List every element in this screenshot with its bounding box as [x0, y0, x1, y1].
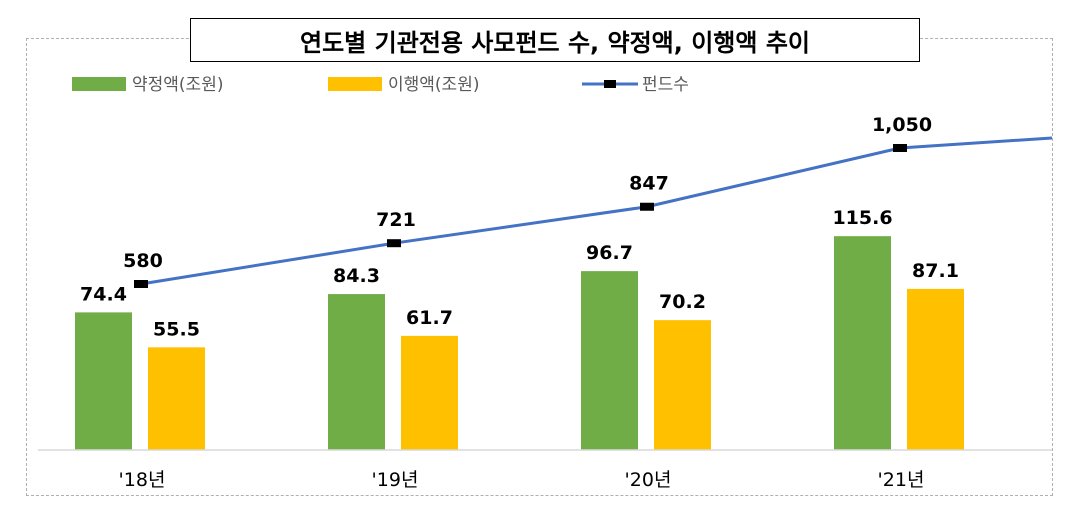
x-tick-label-1: '19년 [372, 469, 419, 491]
legend-label-0: 약정액(조원) [132, 75, 223, 95]
line-marker-3 [893, 144, 907, 152]
bar-execution-0 [148, 347, 205, 450]
bar-commitment-1 [328, 294, 385, 450]
data-label-execution-3: 87.1 [912, 260, 959, 282]
line-data-label-1: 721 [376, 209, 416, 231]
bar-execution-2 [654, 320, 711, 450]
legend-swatch-1 [328, 77, 382, 91]
data-label-commitment-0: 74.4 [80, 283, 127, 305]
line-marker-2 [640, 202, 654, 211]
data-label-execution-1: 61.7 [406, 307, 453, 329]
legend: 약정액(조원) 이행액(조원) 펀드수 [72, 75, 689, 95]
line-marker-1 [387, 239, 401, 248]
legend-label-2: 펀드수 [642, 75, 689, 95]
data-label-execution-0: 55.5 [153, 318, 200, 340]
legend-swatch-0 [72, 77, 126, 91]
x-tick-label-0: '18년 [119, 469, 166, 491]
bar-commitment-3 [834, 236, 891, 450]
bars [75, 236, 964, 450]
legend-label-1: 이행액(조원) [388, 75, 479, 95]
line-data-label-2: 847 [629, 173, 669, 195]
data-label-commitment-3: 115.6 [832, 207, 892, 229]
data-label-commitment-2: 96.7 [586, 242, 633, 264]
bar-execution-3 [907, 288, 964, 450]
x-tick-label-2: '20년 [625, 469, 672, 491]
data-label-commitment-1: 84.3 [333, 265, 380, 287]
bar-commitment-2 [581, 271, 638, 450]
x-tick-label-3: '21년 [878, 469, 925, 491]
line-data-label-3: 1,050 [872, 114, 932, 136]
chart-title: 연도별 기관전용 사모펀드 수, 약정액, 이행액 추이 [190, 18, 920, 62]
bar-execution-1 [401, 335, 458, 450]
legend-marker-2 [604, 80, 616, 88]
data-labels: 74.4 55.5 84.3 61.7 96.7 70.2 115.6 87.1 580 721 8… [80, 114, 959, 340]
line-layer [134, 136, 1053, 288]
x-tick-labels: '18년 '19년 '20년 '21년 [119, 469, 925, 491]
line-data-label-0: 580 [123, 250, 163, 272]
bar-commitment-0 [75, 312, 132, 450]
line-marker-0 [134, 280, 148, 288]
data-label-execution-2: 70.2 [659, 291, 706, 313]
